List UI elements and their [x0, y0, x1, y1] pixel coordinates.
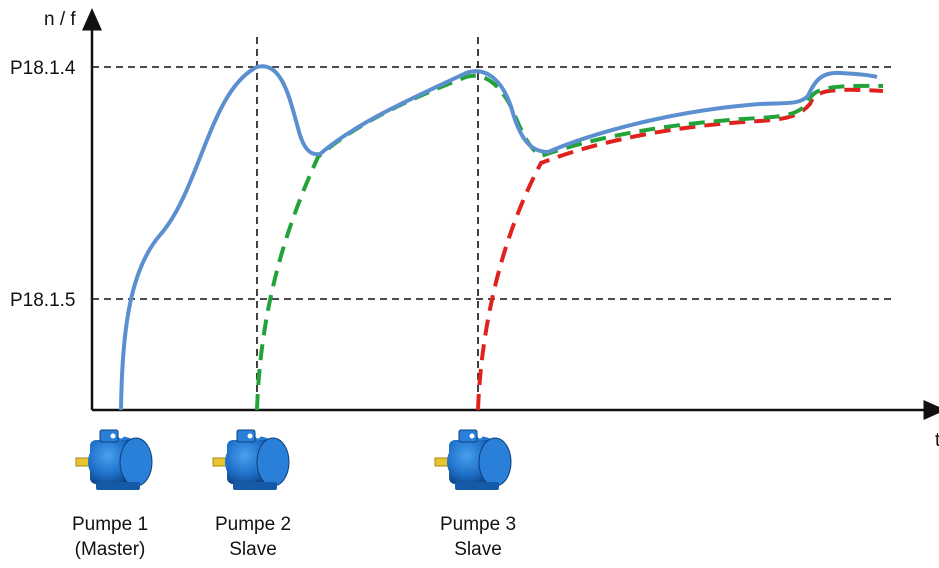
- pump-2-name: Pumpe 2: [214, 514, 292, 535]
- pump-1-role: (Master): [74, 539, 146, 560]
- pump-1-speed-curve: [119, 64, 878, 411]
- motor-icon: [212, 429, 290, 490]
- pump-1-label: Pumpe 1 (Master): [45, 512, 175, 562]
- pump-3-label: Pumpe 3 Slave: [413, 512, 543, 562]
- motor-icon: [434, 429, 512, 490]
- upper-level-label: P18.1.4: [10, 58, 76, 79]
- x-axis-label: t: [935, 430, 939, 451]
- pump-3-speed-curve: [476, 87, 884, 411]
- pump-1-name: Pumpe 1: [71, 514, 149, 535]
- pump-2-speed-curve: [255, 73, 884, 411]
- pump-3-name: Pumpe 3: [439, 514, 517, 535]
- lower-level-label: P18.1.5: [10, 290, 76, 311]
- motor-icon: [75, 429, 153, 490]
- pump-3-role: Slave: [454, 539, 502, 560]
- pump-2-label: Pumpe 2 Slave: [188, 512, 318, 562]
- pump-2-role: Slave: [229, 539, 277, 560]
- y-axis-label: n / f: [44, 9, 76, 30]
